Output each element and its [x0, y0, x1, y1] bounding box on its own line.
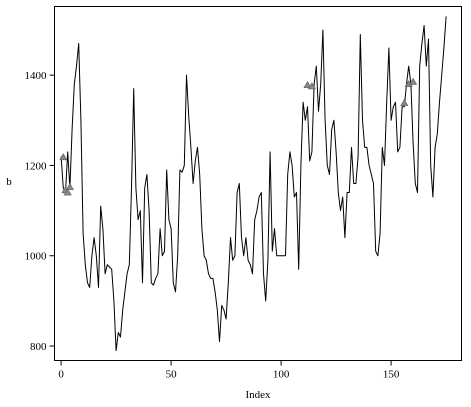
y-tick-label: 1200: [25, 160, 48, 172]
y-axis-label: b: [6, 176, 12, 188]
x-tick-label: 150: [383, 369, 400, 381]
series-markers: [59, 77, 418, 196]
data-point-marker: [303, 80, 312, 88]
x-tick-label: 0: [58, 369, 64, 381]
data-point-marker: [409, 77, 418, 85]
x-axis-label: Index: [245, 389, 271, 401]
data-point-marker: [63, 188, 72, 196]
y-tick-label: 1000: [25, 251, 48, 263]
data-point-marker: [307, 82, 316, 90]
data-point-marker: [65, 183, 74, 190]
y-tick-label: 1400: [25, 70, 48, 82]
series-line: [60, 16, 447, 352]
data-point-marker: [400, 99, 409, 106]
y-axis: 800 1000 1200 1400: [25, 70, 55, 353]
x-tick-label: 100: [273, 369, 290, 381]
data-point-marker: [59, 153, 68, 161]
x-axis: 0 50 100 150: [58, 360, 400, 381]
plot-frame: [54, 6, 462, 361]
x-tick-label: 50: [166, 369, 178, 381]
y-tick-label: 800: [30, 341, 47, 353]
